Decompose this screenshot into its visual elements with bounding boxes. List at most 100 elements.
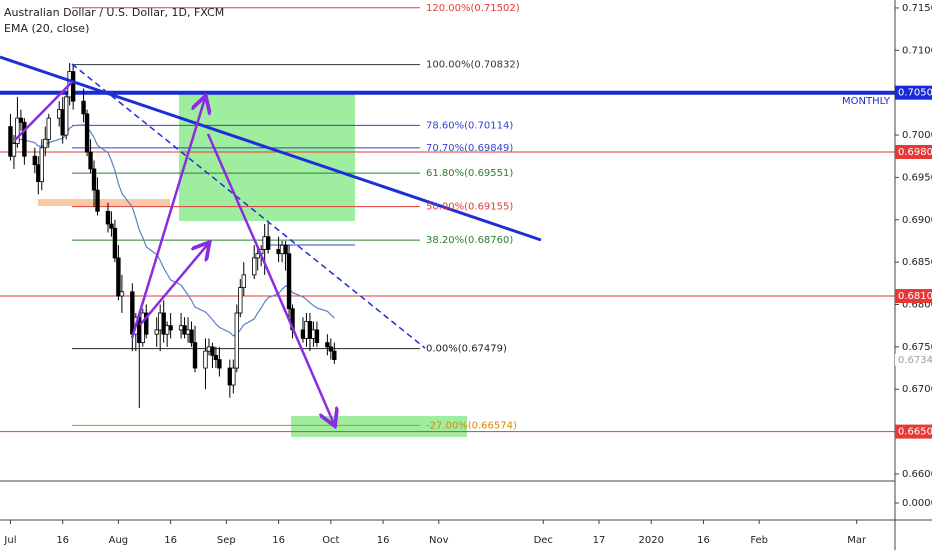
candle-body <box>95 189 100 212</box>
candle-body <box>279 244 285 255</box>
candle-body <box>307 321 313 339</box>
arrow <box>139 244 208 326</box>
candle-body <box>43 138 48 149</box>
fib-label: 0.00%(0.67479) <box>426 344 507 355</box>
candle-body <box>164 325 170 335</box>
x-tick-label: Nov <box>429 535 449 546</box>
candle-body <box>119 291 125 297</box>
x-tick-label: Sep <box>217 535 236 546</box>
x-tick-label: 16 <box>164 535 177 546</box>
y-tick-label: 0.71500 <box>902 3 932 14</box>
candle-body <box>70 71 76 102</box>
candle-body <box>157 312 163 331</box>
candle-body <box>140 312 145 344</box>
y-tick-label: 0.66000 <box>902 469 932 480</box>
candle-body <box>168 325 173 331</box>
candle-body <box>231 367 236 386</box>
candle-body <box>255 253 260 259</box>
drawings-front <box>0 55 542 424</box>
y-tick-label: 0.70000 <box>902 130 932 141</box>
candle-body <box>192 342 198 369</box>
candle-body <box>265 236 271 250</box>
candle-body <box>210 346 215 356</box>
fib-label: 70.70%(0.69849) <box>426 143 513 154</box>
arrow <box>260 256 334 424</box>
fib-label: 78.60%(0.70114) <box>426 120 513 131</box>
candle-body <box>161 312 166 335</box>
fib-label: 100.00%(0.70832) <box>426 60 520 71</box>
candle-body <box>314 329 320 344</box>
candle-body <box>154 329 159 335</box>
candle-body <box>46 117 51 140</box>
price-box <box>895 289 932 304</box>
candle-body <box>57 109 62 119</box>
x-tick-label: Feb <box>750 535 768 546</box>
x-tick-label: 16 <box>697 535 710 546</box>
x-tick-label: 16 <box>377 535 390 546</box>
price-box <box>895 85 932 100</box>
y-tick-label: 0.71000 <box>902 45 932 56</box>
candle-body <box>185 329 191 335</box>
candle-body <box>325 342 330 348</box>
fib-label: 120.00%(0.71502) <box>426 3 520 14</box>
candle-body <box>32 155 38 166</box>
candle-body <box>213 354 219 360</box>
plot <box>8 63 337 408</box>
price-box <box>895 424 932 439</box>
annotation: MONTHLY <box>842 96 891 107</box>
candle-body <box>182 325 187 335</box>
fib-label: 61.80%(0.69551) <box>426 168 513 179</box>
x-tick-label: Aug <box>109 535 129 546</box>
candle-body <box>36 164 41 183</box>
candle-body <box>18 117 24 123</box>
candle-body <box>304 321 309 339</box>
chart-title: Australian Dollar / U.S. Dollar, 1D, FXC… <box>4 6 224 19</box>
y-tick-label: 0.69500 <box>902 172 932 183</box>
y-tick-label: 0.68000 <box>902 300 932 311</box>
candle-body <box>144 312 149 335</box>
candle-body <box>130 291 135 335</box>
candle-body <box>178 325 184 331</box>
candle-body <box>116 257 121 297</box>
candle-body <box>15 117 20 144</box>
ema-line <box>10 124 335 337</box>
candle-body <box>286 253 292 310</box>
candle-body <box>39 147 44 183</box>
arrow <box>14 81 73 141</box>
candle-body <box>91 168 97 191</box>
candle-body <box>262 236 267 250</box>
candle-body <box>332 350 337 360</box>
y-tick-label: 0.67500 <box>902 342 932 353</box>
last-price-label: 0.67347 <box>898 355 932 366</box>
x-tick-label: 16 <box>272 535 285 546</box>
drawings-back <box>0 7 895 437</box>
fib-label: -27.00%(0.66574) <box>426 420 517 431</box>
fib-label: 38.20%(0.68760) <box>426 235 513 246</box>
candle-body <box>84 113 90 153</box>
zone <box>38 199 170 206</box>
x-tick-label: 16 <box>56 535 69 546</box>
candle-body <box>252 257 257 276</box>
candle-body <box>112 227 118 259</box>
candle-body <box>8 126 13 157</box>
candle-body <box>81 100 86 115</box>
arrow <box>130 98 205 339</box>
candle-body <box>328 346 334 352</box>
candle-body <box>241 274 246 288</box>
candle-body <box>60 109 65 136</box>
candle-body <box>63 96 69 136</box>
candle-body <box>234 312 240 369</box>
candle-body <box>283 244 288 255</box>
candle-body <box>227 367 233 386</box>
trend-line <box>71 63 426 349</box>
y-tick-label: 0.68500 <box>902 257 932 268</box>
x-tick-label: Jul <box>3 535 16 546</box>
y-tick-label: 0.69000 <box>902 215 932 226</box>
arrow <box>206 133 264 258</box>
candle-body <box>206 346 212 352</box>
